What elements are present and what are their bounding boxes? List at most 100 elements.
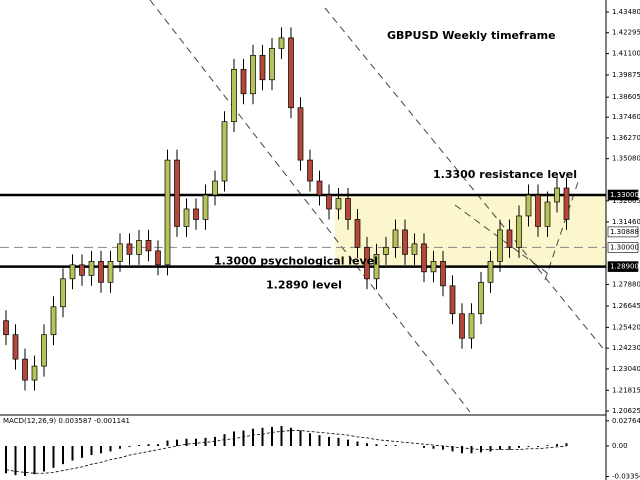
candle-body [3, 320, 9, 336]
y-tick-label: 1.32665 [612, 197, 640, 205]
y-tick-label: 1.37460 [612, 113, 640, 121]
candle-body [383, 247, 389, 255]
candle-body [231, 68, 237, 123]
candle-body [117, 243, 123, 262]
candle-body [269, 48, 275, 81]
candle-body [212, 180, 218, 196]
y-tick-label: 1.36270 [612, 134, 640, 142]
candle-body [98, 261, 104, 283]
candle-body [316, 180, 323, 196]
candle-body [41, 334, 47, 367]
candle-body [69, 264, 76, 280]
candle-body [145, 240, 152, 252]
candle-body [421, 243, 427, 273]
candle-body [373, 254, 380, 280]
candle-body [354, 219, 361, 248]
price-label: 1.30000 [610, 243, 639, 251]
candle-body [554, 187, 560, 203]
price-label-box [607, 226, 639, 238]
candle-body [12, 334, 19, 360]
price-label: 1.28900 [610, 263, 639, 271]
candle-body [307, 159, 313, 182]
candle-body [202, 194, 209, 220]
candle-body [459, 313, 465, 339]
candle-body [478, 281, 484, 315]
candle-body [88, 261, 95, 276]
y-tick-label: 1.31460 [612, 218, 640, 226]
candle-body [60, 278, 66, 308]
candle-body [221, 121, 228, 182]
y-tick-label: 1.41100 [612, 50, 640, 58]
candle-body [126, 243, 133, 255]
y-tick-label: 1.20625 [612, 407, 640, 415]
candle-body [183, 208, 190, 227]
trend-line [149, 0, 471, 413]
candle-body [430, 261, 437, 273]
macd-tick-label: 0.02764 [612, 417, 640, 425]
chart-title: GBPUSD Weekly timeframe [387, 29, 556, 42]
candle-body [487, 261, 494, 283]
zone [335, 195, 606, 267]
trend-lines [149, 0, 607, 413]
annotation: 1.3300 resistance level [433, 168, 577, 181]
macd-signal [5, 430, 567, 474]
y-tick-label: 1.42295 [612, 29, 640, 37]
candle-body [136, 240, 142, 255]
candle-body [506, 229, 513, 248]
candle-body [392, 229, 399, 248]
price-label-box [607, 242, 639, 253]
candle-body [193, 208, 199, 220]
y-tick-label: 1.24230 [612, 344, 640, 352]
candle-body [288, 37, 294, 109]
y-tick-label: 1.43480 [612, 8, 640, 16]
candle-body [544, 201, 551, 227]
candle-body [563, 187, 570, 220]
candle-body [297, 107, 304, 161]
candle-body [31, 365, 38, 381]
price-label: 1.33000 [610, 191, 639, 199]
candle-body [259, 54, 266, 81]
price-label: 1.30888 [610, 228, 639, 236]
candle-body [164, 159, 171, 266]
y-tick-label: 1.38605 [612, 93, 640, 101]
macd-tick-label: 0.00 [612, 442, 628, 450]
y-tick-label: 1.39875 [612, 71, 640, 79]
candle-body [22, 358, 28, 381]
candle-body [278, 37, 285, 49]
candle-body [497, 229, 503, 262]
price-label-box [607, 261, 639, 272]
candle-body [411, 243, 418, 255]
annotation: 1.2890 level [266, 279, 342, 292]
candle-body [107, 261, 114, 283]
candle-body [326, 194, 332, 210]
candle-body [535, 194, 541, 227]
candle-body [335, 198, 342, 210]
macd-label: MACD(12,26,9) 0.003587 -0.001141 [3, 417, 130, 425]
candle-body [440, 261, 446, 287]
candle-body [155, 250, 161, 266]
y-tick-label: 1.26645 [612, 302, 640, 310]
trend-line [454, 204, 551, 276]
candle-body [174, 159, 180, 227]
candle-body [402, 229, 408, 255]
price-label-box [607, 189, 639, 201]
trend-line [544, 181, 579, 281]
y-tick-label: 1.21815 [612, 386, 640, 394]
candle-body [468, 313, 475, 339]
candle-body [345, 198, 351, 220]
y-tick-label: 1.35080 [612, 155, 640, 163]
candle-body [79, 264, 85, 276]
candle-body [250, 54, 256, 95]
candle-body [50, 306, 57, 336]
candle-body [525, 194, 532, 217]
trend-line [324, 7, 607, 353]
y-tick-label: 1.25420 [612, 323, 640, 331]
annotation: 1.3000 psychological level [214, 254, 378, 267]
candle-body [240, 68, 247, 95]
candle-body [449, 285, 456, 315]
y-tick-label: 1.27880 [612, 280, 640, 288]
macd-tick-label: -0.03354 [612, 472, 640, 480]
candle-body [516, 215, 522, 248]
candle-body [364, 247, 370, 280]
